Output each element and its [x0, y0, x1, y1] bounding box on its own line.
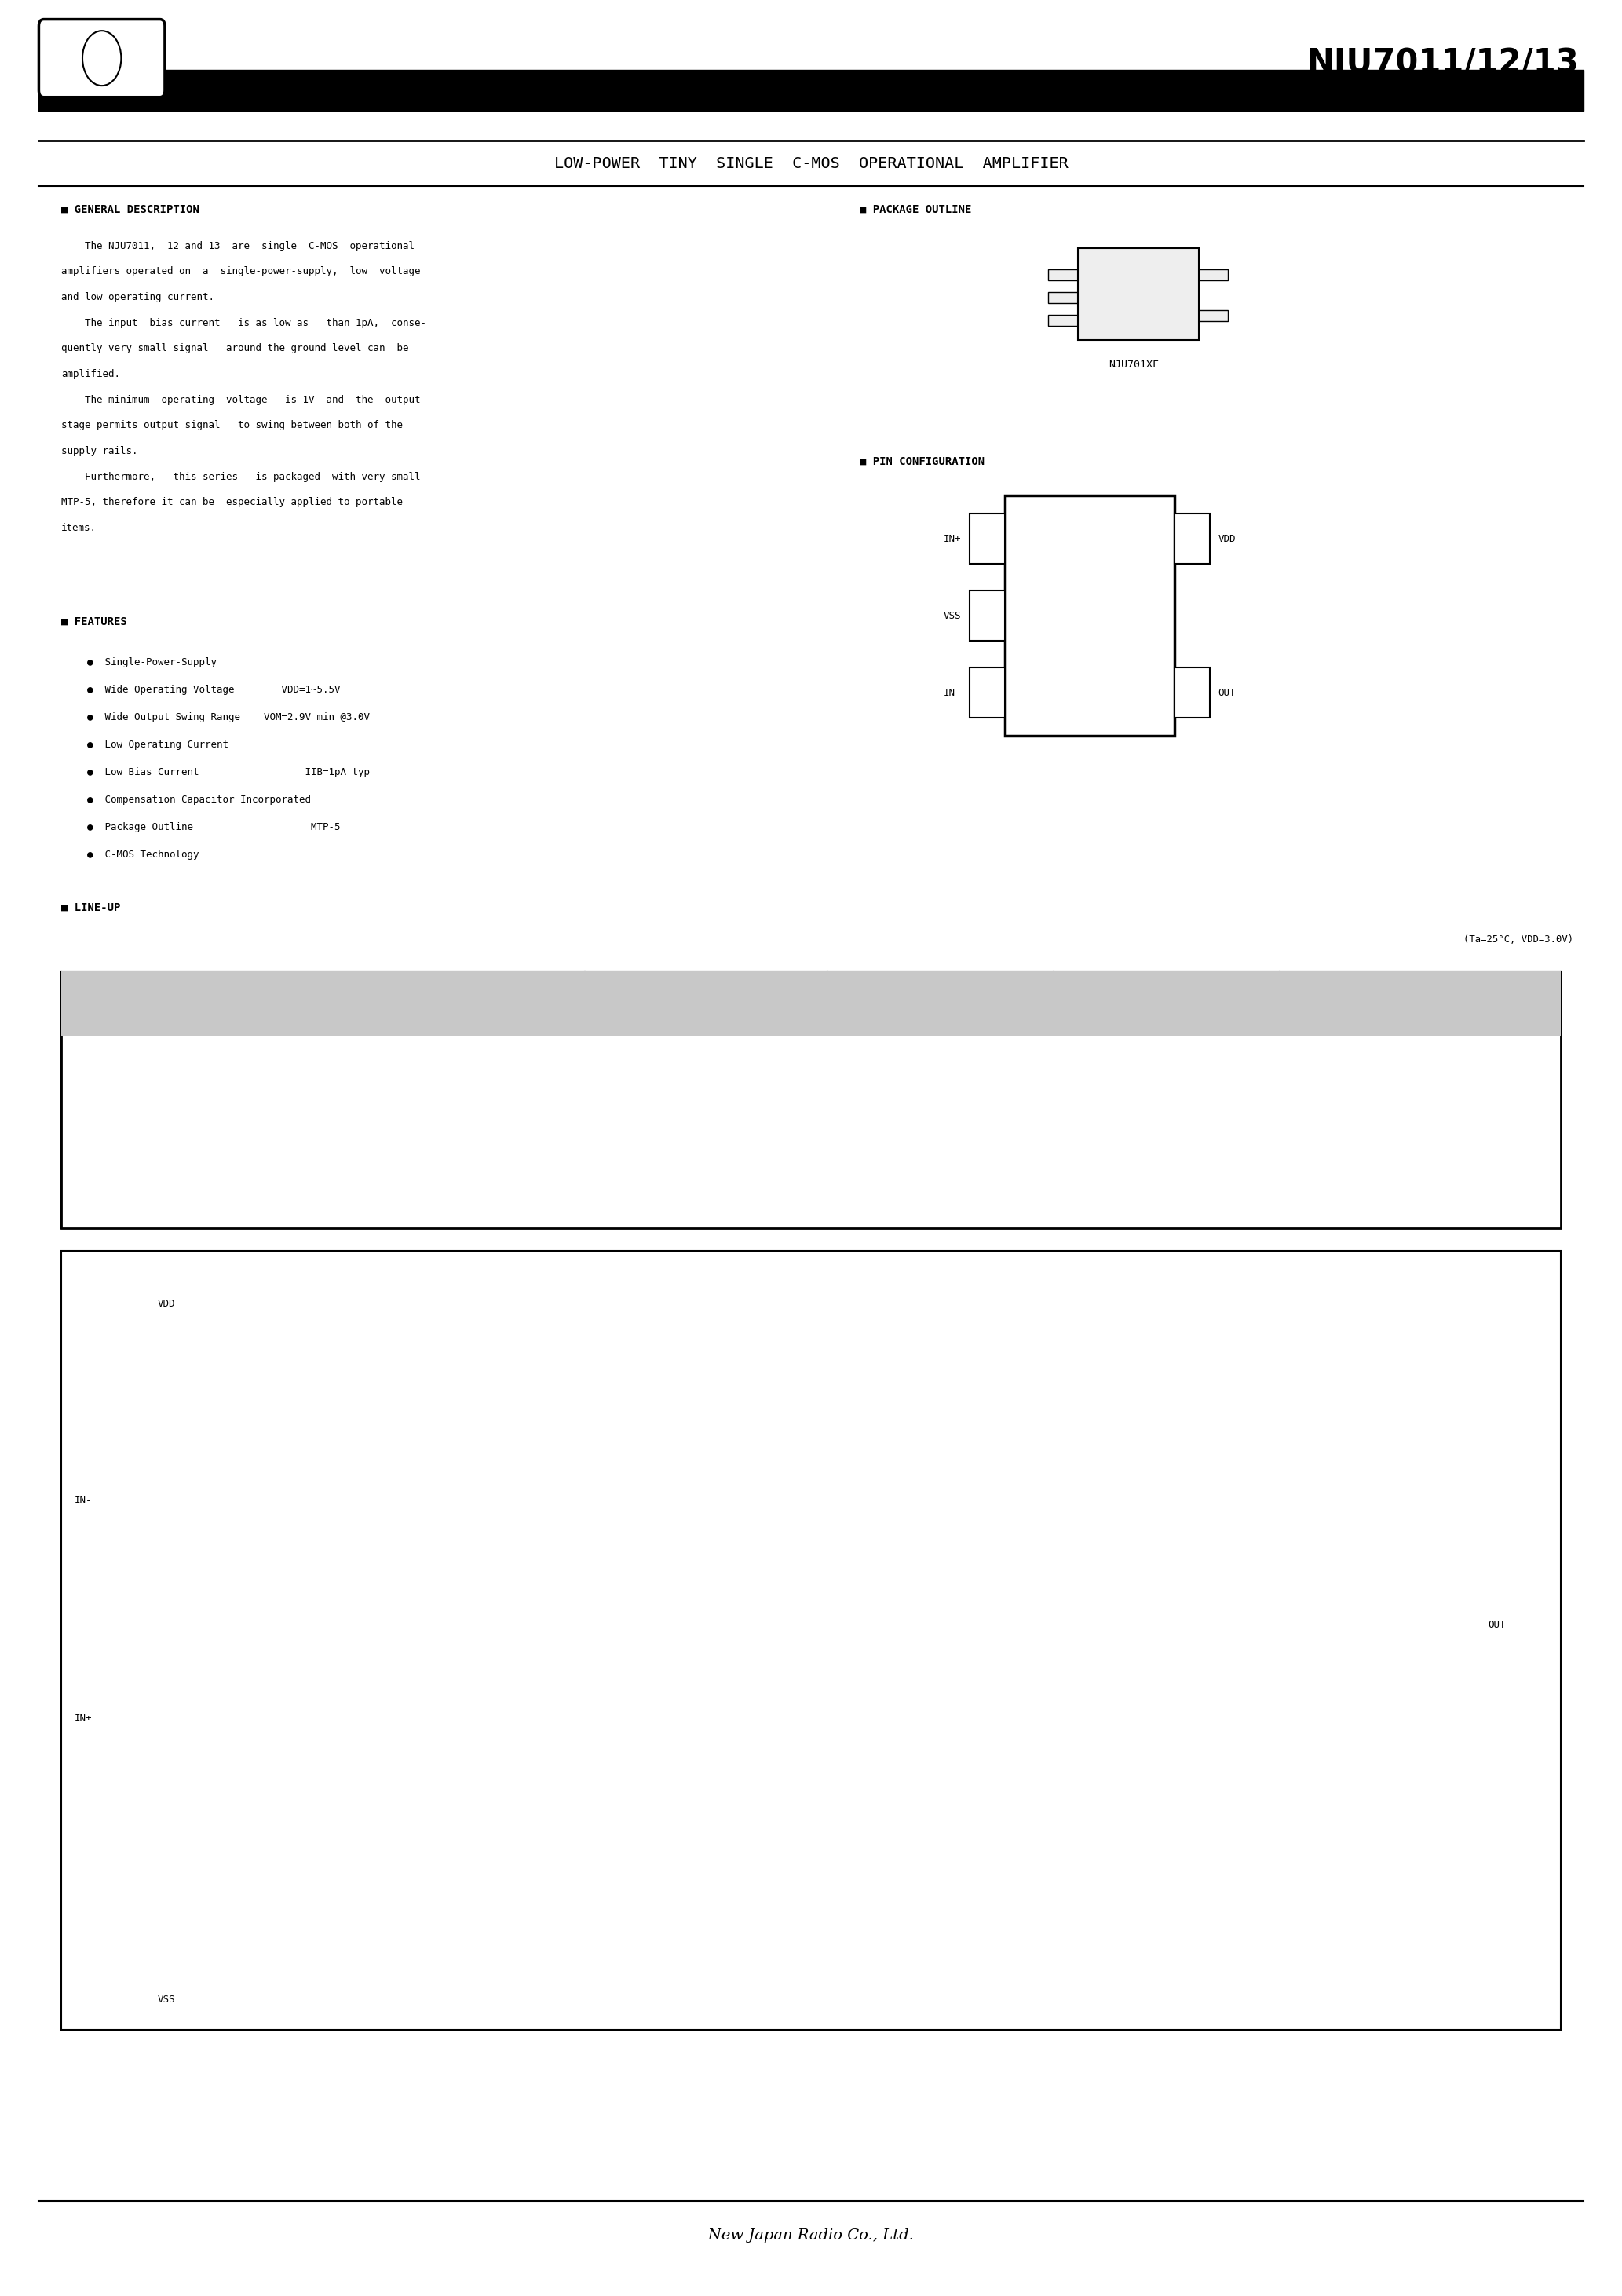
- Text: 80: 80: [934, 1063, 946, 1072]
- Text: 0.2: 0.2: [697, 1192, 715, 1201]
- Text: VSS: VSS: [157, 1995, 175, 2004]
- Text: The minimum  operating  voltage   is 1V  and  the  output: The minimum operating voltage is 1V and …: [62, 395, 420, 404]
- Text: OUT: OUT: [1218, 687, 1236, 698]
- Text: Operating Current: Operating Current: [78, 1063, 178, 1072]
- Text: 200: 200: [1158, 1063, 1176, 1072]
- Text: amplified.: amplified.: [62, 370, 120, 379]
- Text: NJU7011: NJU7011: [684, 999, 728, 1008]
- Text: 3: 3: [1022, 687, 1027, 698]
- Bar: [970, 668, 1006, 719]
- Text: 15: 15: [701, 1063, 712, 1072]
- Text: VDD: VDD: [157, 1300, 175, 1309]
- Text: supply rails.: supply rails.: [62, 445, 138, 457]
- Text: ●  Single-Power-Supply: ● Single-Power-Supply: [88, 657, 217, 668]
- Text: uA   (typ): uA (typ): [1390, 1063, 1450, 1072]
- Bar: [1199, 269, 1228, 280]
- Text: 1.0: 1.0: [1158, 1192, 1176, 1201]
- Text: ■ EQUIVALENT CIRCUIT: ■ EQUIVALENT CIRCUIT: [62, 1217, 193, 1226]
- Text: items.: items.: [62, 523, 97, 533]
- Text: ●  C-MOS Technology: ● C-MOS Technology: [88, 850, 200, 861]
- Bar: [1174, 514, 1210, 565]
- Text: 2: 2: [1022, 611, 1027, 620]
- Text: (Top View): (Top View): [1040, 498, 1100, 507]
- Text: ■ FEATURES: ■ FEATURES: [62, 615, 127, 627]
- Text: NJU7011/12/13: NJU7011/12/13: [1306, 46, 1578, 80]
- Text: OUT: OUT: [1487, 1619, 1505, 1630]
- Text: LOW-POWER  TINY  SINGLE  C-MOS  OPERATIONAL  AMPLIFIER: LOW-POWER TINY SINGLE C-MOS OPERATIONAL …: [555, 156, 1067, 170]
- Text: ●  Low Bias Current                  IIB=1pA typ: ● Low Bias Current IIB=1pA typ: [88, 767, 370, 778]
- Text: MHz  (typ): MHz (typ): [1390, 1192, 1450, 1201]
- Text: VDD: VDD: [1218, 533, 1236, 544]
- Text: IN-: IN-: [944, 687, 962, 698]
- Bar: [39, 69, 1583, 110]
- Text: PARAMETER: PARAMETER: [295, 999, 352, 1008]
- Text: The input  bias current   is as low as   than 1pA,  conse-: The input bias current is as low as than…: [62, 317, 427, 328]
- Text: 1.0: 1.0: [931, 1192, 949, 1201]
- Text: ●  Package Outline                    MTP-5: ● Package Outline MTP-5: [88, 822, 341, 833]
- Text: quently very small signal   around the ground level can  be: quently very small signal around the gro…: [62, 344, 409, 354]
- Circle shape: [83, 30, 122, 85]
- Text: — New Japan Radio Co., Ltd. —: — New Japan Radio Co., Ltd. —: [688, 2229, 934, 2243]
- Bar: [62, 1251, 1560, 2030]
- Text: V/us(typ): V/us(typ): [1393, 1127, 1447, 1137]
- Text: IN-: IN-: [75, 1495, 92, 1506]
- Text: IN+: IN+: [75, 1713, 92, 1724]
- Text: 5: 5: [1152, 533, 1158, 544]
- Text: ●  Low Operating Current: ● Low Operating Current: [88, 739, 229, 751]
- Text: 2.4: 2.4: [1158, 1127, 1176, 1137]
- Text: NJU701XF: NJU701XF: [1109, 360, 1160, 370]
- FancyBboxPatch shape: [39, 18, 165, 96]
- Text: NJU7013: NJU7013: [1145, 999, 1189, 1008]
- Bar: [62, 971, 1560, 1228]
- Text: ●  Wide Operating Voltage        VDD=1~5.5V: ● Wide Operating Voltage VDD=1~5.5V: [88, 684, 341, 696]
- Text: (Ta=25°C, VDD=3.0V): (Ta=25°C, VDD=3.0V): [1463, 934, 1573, 944]
- Text: 1: 1: [1022, 533, 1027, 544]
- Text: 4: 4: [1152, 687, 1158, 698]
- Text: Unity Gain Bandwidth: Unity Gain Bandwidth: [78, 1192, 195, 1201]
- Bar: [1199, 310, 1228, 321]
- Bar: [970, 590, 1006, 641]
- Bar: [1077, 248, 1199, 340]
- Text: VSS: VSS: [944, 611, 962, 620]
- Text: NJU7012: NJU7012: [918, 999, 962, 1008]
- Text: Slew Rate: Slew Rate: [78, 1127, 131, 1137]
- Bar: [1048, 315, 1077, 326]
- Text: stage permits output signal   to swing between both of the: stage permits output signal to swing bet…: [62, 420, 402, 432]
- Text: 0.1: 0.1: [697, 1127, 715, 1137]
- Bar: [62, 971, 1560, 1035]
- Bar: [1174, 668, 1210, 719]
- Bar: [1048, 292, 1077, 303]
- Text: IN+: IN+: [944, 533, 962, 544]
- Text: ■ GENERAL DESCRIPTION: ■ GENERAL DESCRIPTION: [62, 204, 200, 216]
- Text: amplifiers operated on  a  single-power-supply,  low  voltage: amplifiers operated on a single-power-su…: [62, 266, 420, 278]
- Text: UNIT: UNIT: [1408, 999, 1432, 1008]
- Text: ●  Wide Output Swing Range    VOM=2.9V min @3.0V: ● Wide Output Swing Range VOM=2.9V min @…: [88, 712, 370, 723]
- Text: 1.0: 1.0: [931, 1127, 949, 1137]
- Bar: [1048, 269, 1077, 280]
- Text: ■ LINE-UP: ■ LINE-UP: [62, 902, 120, 914]
- Text: The NJU7011,  12 and 13  are  single  C-MOS  operational: The NJU7011, 12 and 13 are single C-MOS …: [62, 241, 415, 250]
- Text: and low operating current.: and low operating current.: [62, 292, 214, 303]
- Text: MTP-5, therefore it can be  especially applied to portable: MTP-5, therefore it can be especially ap…: [62, 498, 402, 507]
- Text: ■ PIN CONFIGURATION: ■ PIN CONFIGURATION: [860, 455, 985, 466]
- Text: ●  Compensation Capacitor Incorporated: ● Compensation Capacitor Incorporated: [88, 794, 311, 806]
- Text: Furthermore,   this series   is packaged  with very small: Furthermore, this series is packaged wit…: [62, 471, 420, 482]
- Text: JRC: JRC: [96, 55, 109, 62]
- Bar: [970, 514, 1006, 565]
- Text: ■ PACKAGE OUTLINE: ■ PACKAGE OUTLINE: [860, 204, 972, 216]
- Bar: [1006, 496, 1174, 737]
